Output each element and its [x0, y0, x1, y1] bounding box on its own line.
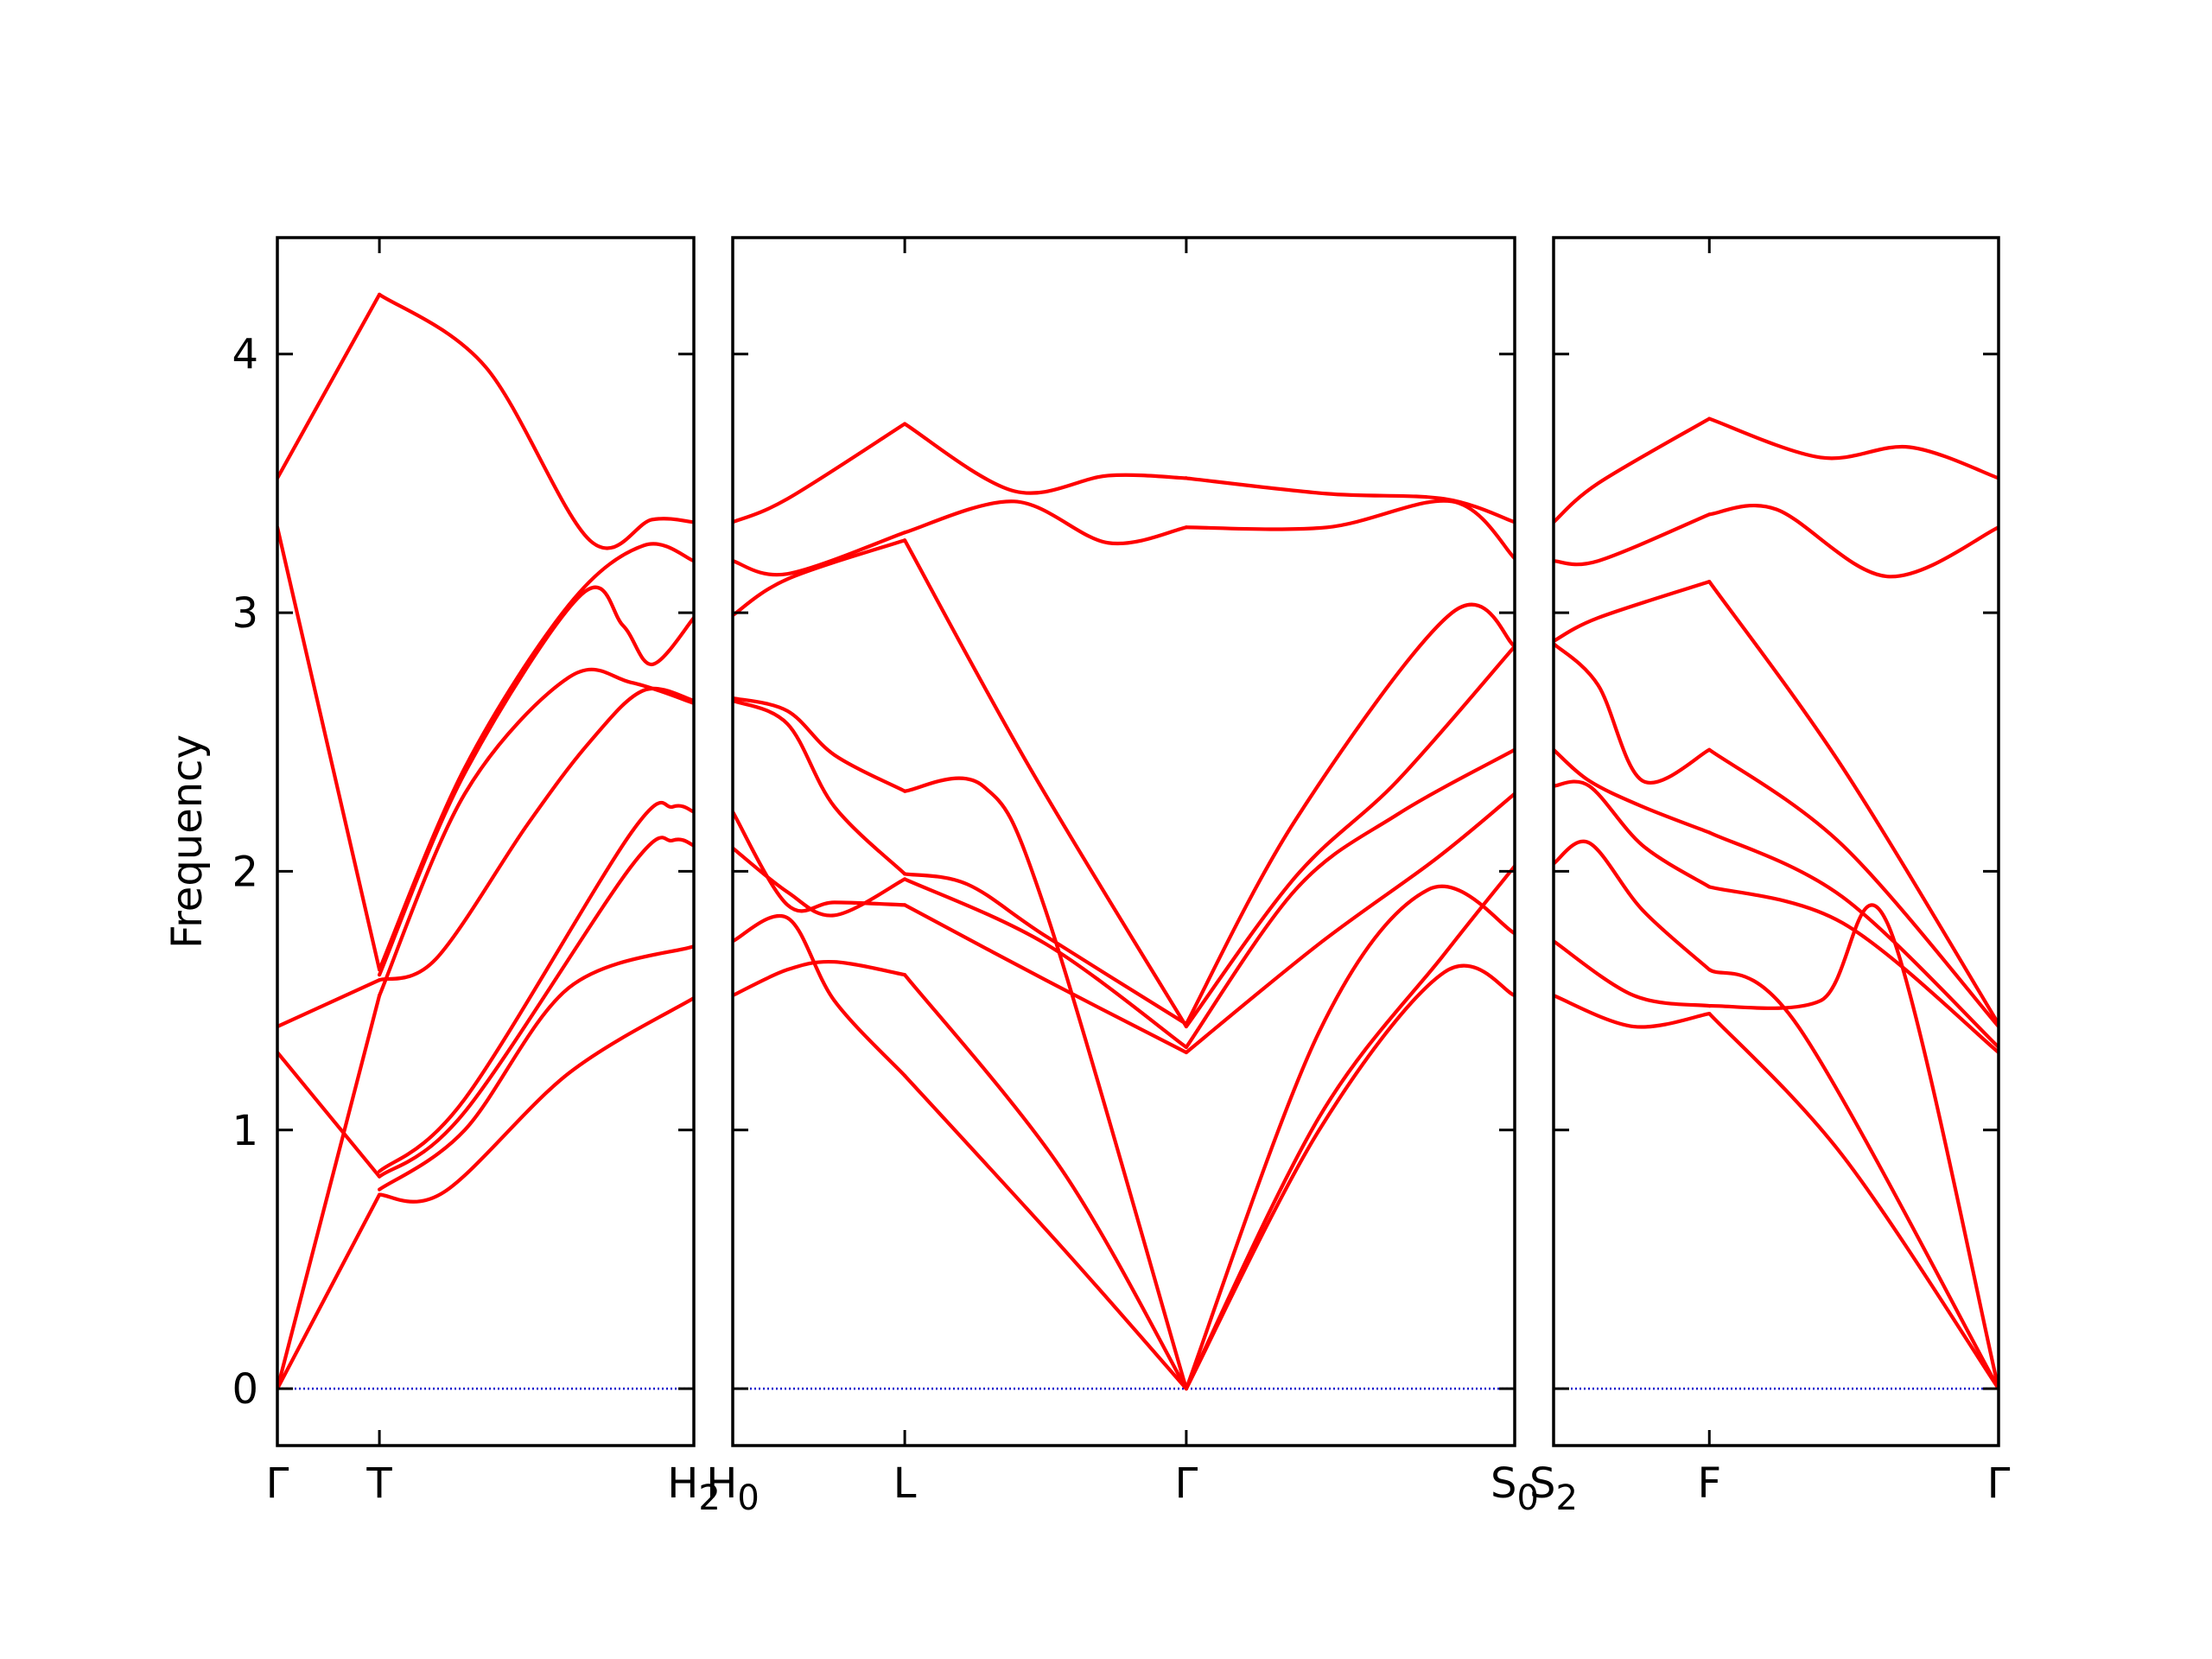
band-line-9: [377, 836, 694, 1179]
band-line-3: [1554, 839, 1712, 972]
x-tick-label: S2: [1529, 1459, 1578, 1518]
band-line-12: [1707, 903, 1999, 1391]
x-tick-label: Γ: [1987, 1459, 2011, 1508]
x-tick-label: H2: [667, 1459, 721, 1518]
band-line-5: [277, 525, 382, 972]
x-tick-label: S0: [1491, 1459, 1539, 1518]
band-line-13: [1707, 885, 1999, 1055]
band-line-2: [1554, 939, 1712, 1008]
band-line-17: [1707, 504, 1999, 579]
band-line-12: [903, 903, 1188, 1055]
band-line-4: [1554, 779, 1712, 889]
y-axis-label: Frequency: [163, 734, 212, 949]
band-line-8: [1554, 512, 1712, 567]
band-line-12: [377, 686, 694, 982]
band-line-6: [1554, 641, 1712, 785]
band-line-18: [903, 422, 1188, 495]
band-line-15: [1707, 747, 1999, 1029]
band-line-21: [1184, 884, 1515, 1391]
plot-frame: [276, 236, 696, 1447]
x-tick-label: T: [365, 1459, 392, 1508]
band-line-14: [1707, 830, 1999, 1050]
plot-frame: [731, 236, 1516, 1447]
band-line-15: [903, 776, 1188, 1391]
band-line-5: [733, 698, 907, 876]
band-line-20: [1184, 864, 1515, 1391]
y-tick-label: 0: [232, 1365, 258, 1414]
x-tick-label: H0: [706, 1459, 760, 1518]
band-line-11: [377, 667, 694, 998]
band-line-16: [903, 538, 1188, 1029]
band-curves: [277, 292, 694, 1391]
band-line-1: [1554, 994, 1712, 1029]
band-line-19: [1184, 963, 1515, 1391]
band-line-4: [277, 978, 382, 1029]
panel-3: S2 F Γ: [1529, 236, 2011, 1518]
band-line-27: [1184, 476, 1515, 524]
band-line-15: [377, 292, 694, 550]
x-tick-label: F: [1697, 1459, 1721, 1508]
band-line-1: [733, 959, 907, 998]
band-line-18: [1707, 416, 1999, 480]
band-line-16: [1707, 580, 1999, 1027]
plot-frame: [1552, 236, 2000, 1447]
band-line-6: [277, 292, 382, 480]
y-tick-label: 2: [232, 848, 258, 896]
y-tick-label: 3: [232, 589, 258, 638]
band-line-14: [377, 542, 694, 972]
band-curves: [733, 422, 1515, 1391]
band-line-7: [377, 996, 694, 1204]
band-line-26: [1184, 499, 1515, 561]
band-line-2: [733, 914, 907, 1078]
band-curves: [1554, 416, 1999, 1391]
band-line-11: [1707, 968, 1999, 1391]
band-line-7: [1554, 580, 1712, 644]
band-line-9: [733, 422, 907, 524]
band-line-11: [903, 973, 1188, 1391]
band-line-10: [377, 800, 694, 1173]
band-line-10: [903, 1073, 1188, 1391]
x-tick-label: L: [893, 1459, 917, 1508]
band-line-13: [903, 877, 1188, 1050]
band-line-10: [1707, 1011, 1999, 1391]
x-tick-label: Γ: [266, 1459, 289, 1508]
band-line-3: [277, 1050, 382, 1179]
band-line-9: [1554, 416, 1712, 524]
band-line-25: [1184, 602, 1515, 1027]
band-line-22: [1184, 791, 1515, 1055]
band-line-5: [1554, 747, 1712, 835]
y-tick-label: 4: [232, 331, 258, 379]
panel-2: H0 L Γ S0: [706, 236, 1539, 1518]
band-line-1: [277, 1192, 382, 1391]
band-line-23: [1184, 747, 1515, 1050]
band-line-4: [733, 810, 907, 913]
band-line-17: [903, 499, 1188, 546]
x-tick-label: Γ: [1175, 1459, 1198, 1508]
panel-1: Γ T H2 0 1 2 3 4: [232, 236, 721, 1518]
band-line-8: [733, 531, 907, 577]
band-line-13: [377, 585, 694, 977]
band-line-6: [733, 696, 907, 793]
band-line-14: [903, 872, 1188, 1027]
band-line-2: [277, 994, 382, 1391]
band-line-24: [1184, 644, 1515, 1029]
y-tick-label: 1: [232, 1107, 258, 1155]
band-line-8: [377, 944, 694, 1192]
band-line-7: [733, 538, 907, 618]
